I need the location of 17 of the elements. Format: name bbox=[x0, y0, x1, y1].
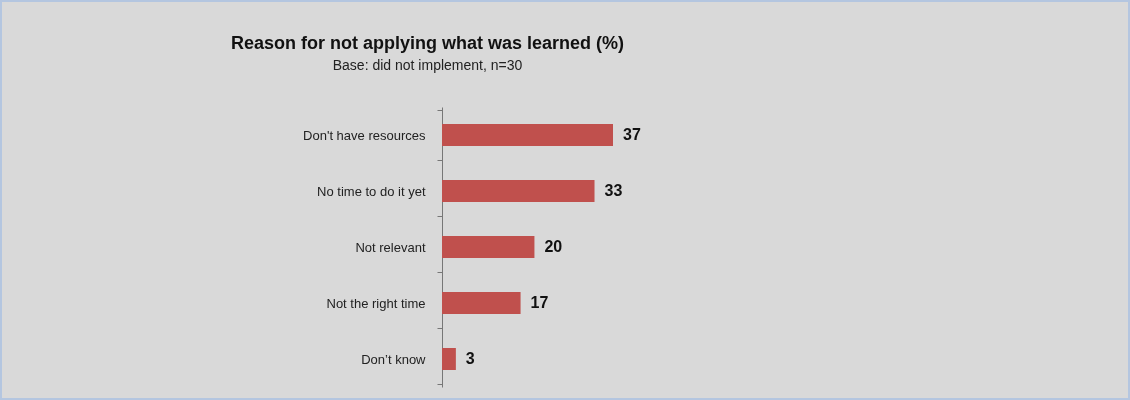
data-label: 17 bbox=[530, 294, 549, 311]
bar bbox=[442, 348, 456, 370]
data-label: 3 bbox=[465, 350, 475, 367]
bar bbox=[442, 236, 535, 258]
bar bbox=[442, 180, 595, 202]
y-tick-label: Not the right time bbox=[326, 295, 426, 311]
data-label: 37 bbox=[623, 126, 641, 143]
y-tick-label: Not relevant bbox=[355, 239, 426, 255]
y-tick-label: Don't have resources bbox=[303, 127, 426, 143]
chart-title: Reason for not applying what was learned (%) bbox=[230, 33, 625, 53]
bar bbox=[442, 292, 521, 314]
bar bbox=[442, 124, 613, 146]
data-label: 33 bbox=[604, 182, 623, 199]
y-tick-label: No time to do it yet bbox=[317, 183, 426, 199]
data-label: 20 bbox=[544, 238, 563, 255]
y-tick-label: Don’t know bbox=[361, 351, 427, 367]
chart-subtitle: Base: did not implement, n=30 bbox=[332, 57, 523, 73]
